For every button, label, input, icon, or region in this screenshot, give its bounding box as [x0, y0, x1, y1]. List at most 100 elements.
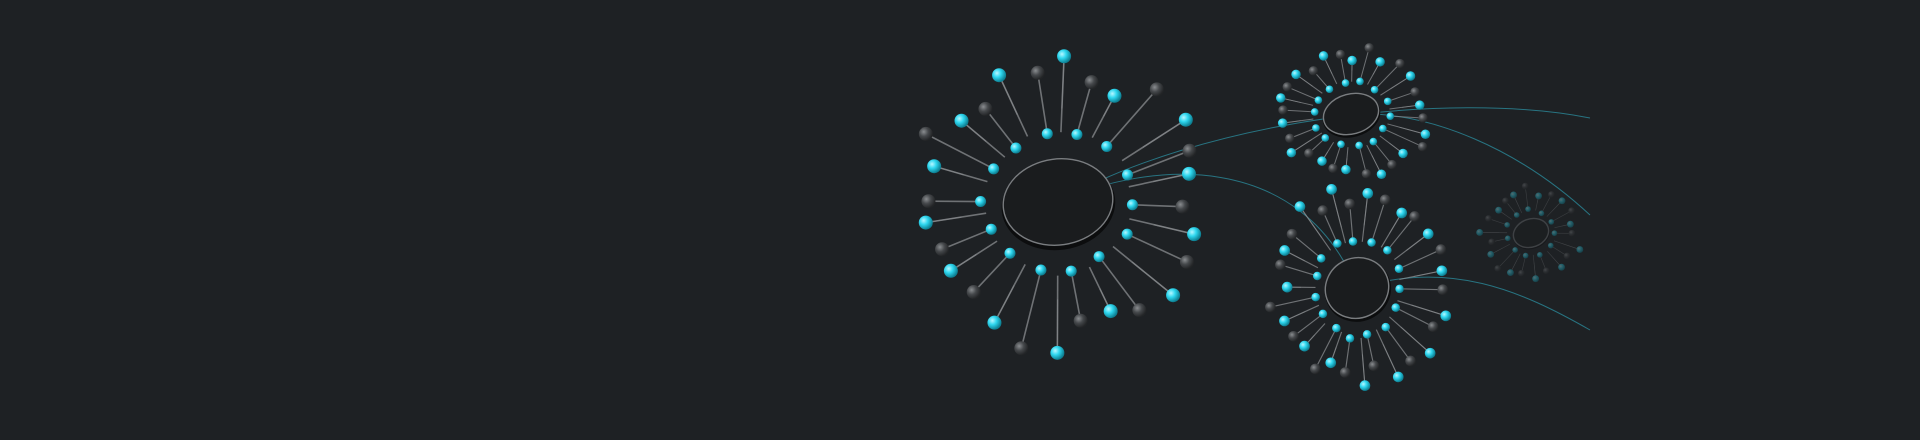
node-active [1057, 49, 1072, 64]
node-active [1391, 303, 1400, 312]
spoke-line [1126, 233, 1188, 263]
node-active [1181, 166, 1196, 181]
node-inactive [1286, 228, 1298, 240]
node-active [1547, 242, 1554, 249]
node-active [1345, 334, 1355, 343]
node-active [1314, 96, 1323, 104]
node-inactive [1285, 133, 1295, 144]
node-active [1398, 148, 1408, 159]
node-inactive [1568, 229, 1576, 237]
spoke-line [1127, 150, 1190, 176]
spoke-line [1314, 327, 1337, 370]
spoke-line [1490, 243, 1510, 255]
spoke-line [1510, 253, 1521, 273]
hub-ring [1512, 217, 1550, 249]
node-inactive [921, 194, 936, 209]
node-active [1178, 112, 1193, 127]
node-active [1312, 124, 1320, 132]
spoke-line [1331, 189, 1342, 228]
node-active [1405, 71, 1416, 81]
node-active [943, 263, 958, 278]
node-inactive [1073, 313, 1088, 328]
node-inactive [1317, 205, 1329, 216]
node-active [1311, 292, 1320, 302]
node-inactive [1265, 301, 1276, 313]
node-active [1341, 79, 1350, 87]
node-inactive [1275, 259, 1286, 271]
node-active [1504, 222, 1510, 228]
node-active [918, 215, 933, 230]
spoke-line [1358, 145, 1367, 174]
spoke-line [1382, 344, 1399, 378]
network-cluster [918, 49, 1202, 360]
node-inactive [918, 126, 933, 141]
node-active [1362, 188, 1374, 199]
node-inactive [1149, 82, 1164, 97]
node-active [1376, 169, 1387, 179]
node-active [1318, 51, 1329, 61]
node-active [1348, 237, 1358, 246]
node-active [1487, 250, 1495, 258]
node-active [1299, 340, 1310, 352]
node-active [988, 163, 1000, 175]
node-active [1495, 206, 1503, 214]
node-inactive [1084, 75, 1099, 90]
hub-ring [1324, 256, 1390, 320]
node-inactive [1548, 191, 1555, 198]
node-active [1359, 380, 1371, 391]
spoke-line [1390, 115, 1424, 119]
node-inactive [1288, 330, 1299, 342]
node-inactive [1132, 303, 1147, 318]
node-active [1325, 357, 1337, 369]
node-inactive [1563, 252, 1571, 260]
spoke-line [973, 252, 1011, 293]
node-active [1476, 229, 1484, 236]
network-cluster [1476, 182, 1584, 283]
network-cluster [1276, 43, 1431, 179]
node-active [1050, 345, 1065, 360]
node-active [1386, 112, 1395, 120]
node-active [975, 196, 987, 208]
node-active [1325, 85, 1334, 94]
node-active [1121, 228, 1133, 240]
spoke-line [998, 74, 1018, 115]
spoke-line [1299, 206, 1322, 238]
node-active [1375, 57, 1385, 67]
node-active [1101, 140, 1113, 152]
spoke-line [1370, 199, 1386, 243]
spoke-line [1270, 296, 1316, 308]
node-active [1279, 245, 1291, 256]
node-active [1548, 219, 1555, 225]
node-inactive [1410, 87, 1420, 97]
spoke-line [1546, 200, 1563, 217]
node-active [1566, 220, 1574, 228]
node-inactive [1328, 163, 1338, 174]
node-inactive [1417, 141, 1428, 152]
spoke-line [1547, 251, 1562, 268]
node-active [1525, 206, 1531, 212]
spoke-line [1386, 216, 1416, 251]
node-inactive [1179, 254, 1194, 269]
node-inactive [1395, 58, 1405, 69]
node-inactive [1542, 267, 1550, 275]
spoke-line [1291, 233, 1322, 259]
node-active [1379, 124, 1387, 133]
node-active [1558, 197, 1566, 205]
node-active [954, 113, 969, 128]
node-inactive [1304, 148, 1314, 158]
node-active [1367, 238, 1376, 247]
spoke-line [1076, 81, 1093, 135]
node-active [1424, 347, 1436, 359]
node-active [1551, 230, 1558, 236]
spoke-line [1411, 304, 1446, 317]
node-active [1126, 199, 1138, 211]
node-active [992, 68, 1007, 83]
node-inactive [1418, 113, 1428, 123]
node-active [1187, 227, 1202, 242]
node-inactive [1494, 265, 1502, 272]
node-inactive [1405, 355, 1416, 367]
node-active [1294, 201, 1306, 212]
hub-ring [1322, 92, 1380, 136]
node-active [1337, 140, 1345, 149]
spoke-line [941, 228, 992, 250]
